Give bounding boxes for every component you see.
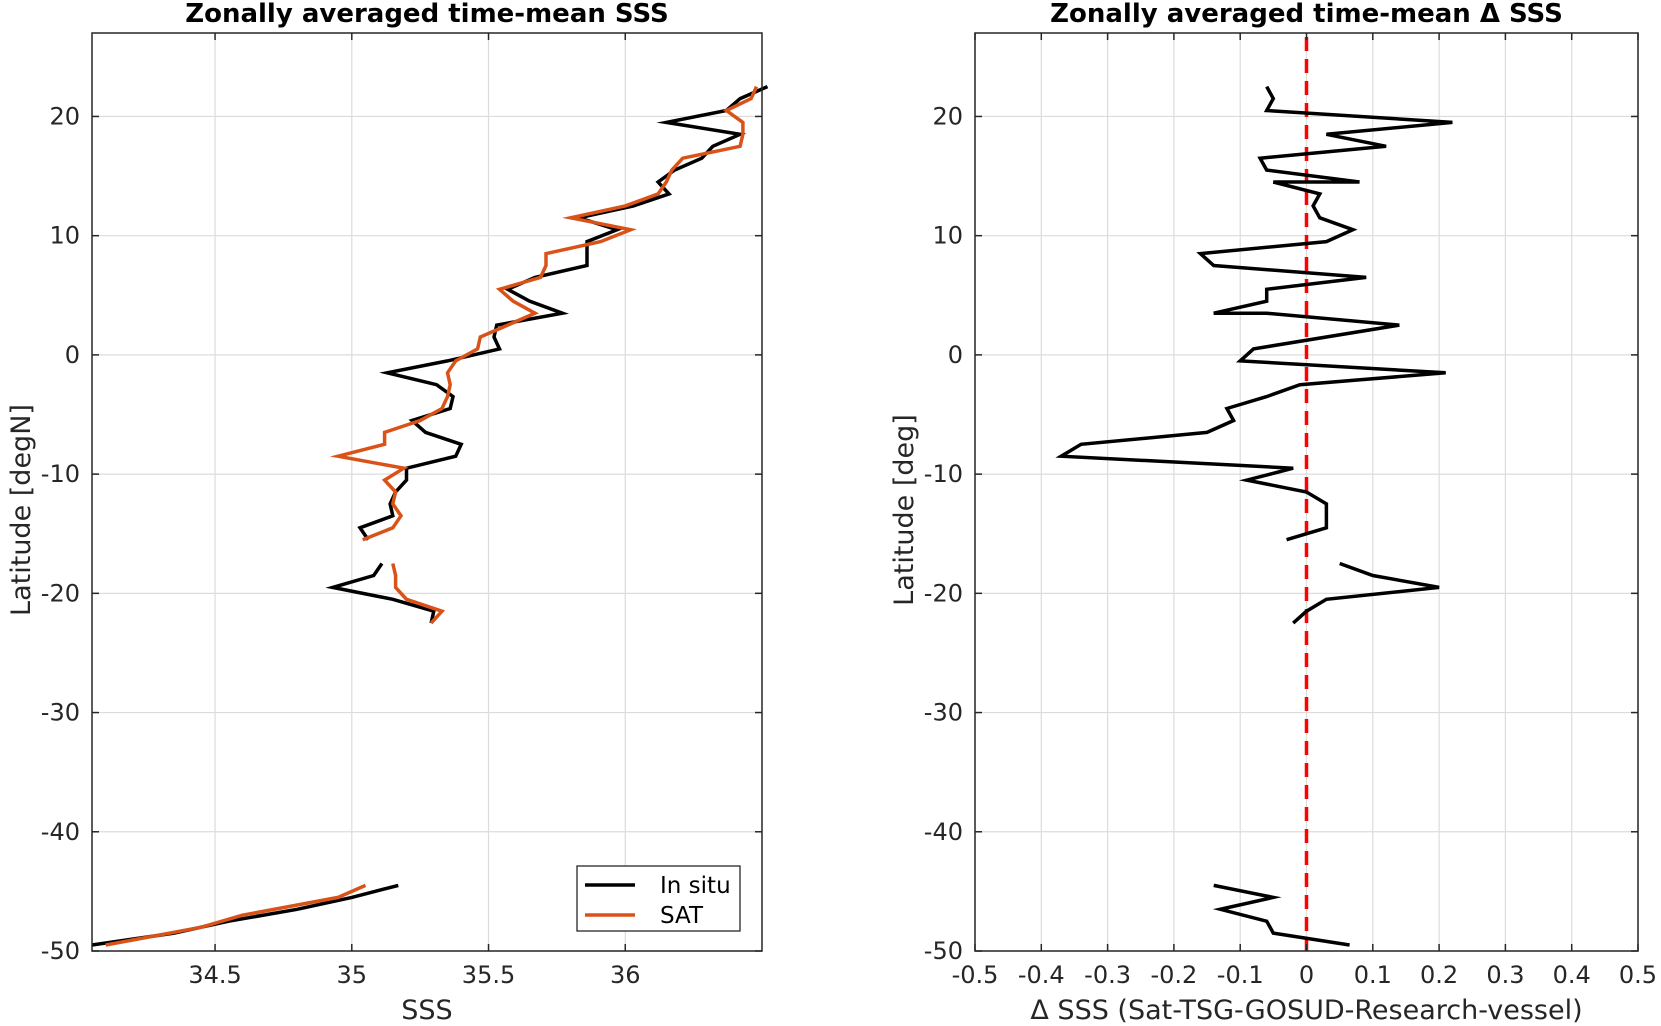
right-ytick-label: 10 xyxy=(932,222,963,250)
right-xtick-label: -0.4 xyxy=(1018,961,1065,989)
right-ytick-label: -30 xyxy=(924,699,963,727)
left-ytick-label: -40 xyxy=(41,818,80,846)
right-x-axis-label: Δ SSS (Sat-TSG-GOSUD-Research-vessel) xyxy=(1030,995,1582,1026)
right-xtick-label: -0.5 xyxy=(952,961,999,989)
left-xtick-label: 34.5 xyxy=(188,961,241,989)
right-ytick-label: -40 xyxy=(924,818,963,846)
right-ytick-label: -50 xyxy=(924,937,963,965)
left-x-axis-label: SSS xyxy=(401,995,452,1026)
right-xtick-label: 0.2 xyxy=(1420,961,1458,989)
left-ytick-label: 0 xyxy=(65,341,80,369)
right-xtick-label: 0.4 xyxy=(1553,961,1591,989)
right-xtick-label: -0.3 xyxy=(1084,961,1131,989)
right-series-0-segment-0 xyxy=(1212,883,1350,947)
legend-label-in-situ: In situ xyxy=(660,873,731,899)
right-xtick-label: -0.2 xyxy=(1150,961,1197,989)
right-xtick-label: -0.1 xyxy=(1217,961,1264,989)
legend-box xyxy=(576,865,741,932)
left-series-1-segment-1 xyxy=(391,563,446,625)
left-ytick-label: -30 xyxy=(41,699,80,727)
right-ytick-label: 0 xyxy=(948,341,963,369)
left-series-1-segment-2 xyxy=(329,85,759,542)
right-series-0-segment-2 xyxy=(1055,85,1453,542)
delta-sss-chart: -0.5 -0.4 -0.3 -0.2 -0.1 0 0.1 0.2 0.3 0.4 0.5 -50 -… xyxy=(889,0,1657,1026)
left-series-1-segment-0 xyxy=(105,883,367,947)
left-series-0-segment-1 xyxy=(325,562,436,624)
right-y-axis-label: Latitude [deg] xyxy=(889,414,920,606)
left-chart-title: Zonally averaged time-mean SSS xyxy=(185,0,669,29)
right-ytick-label: -10 xyxy=(924,460,963,488)
left-ytick-label: -50 xyxy=(41,937,80,965)
right-xtick-label: 0.5 xyxy=(1619,961,1657,989)
right-xtick-label: 0.1 xyxy=(1354,961,1392,989)
left-xtick-label: 35.5 xyxy=(462,961,515,989)
left-ytick-label: -10 xyxy=(41,460,80,488)
left-ytick-label: 10 xyxy=(49,222,80,250)
left-ytick-label: 20 xyxy=(49,102,80,130)
legend: In situ SAT xyxy=(576,865,741,932)
left-plot-frame xyxy=(91,32,763,952)
right-chart-title: Zonally averaged time-mean Δ SSS xyxy=(1050,0,1563,29)
left-xtick-label: 35 xyxy=(337,961,368,989)
right-ytick-label: -20 xyxy=(924,579,963,607)
sss-chart: 34.5 35 35.5 36 -50 -40 -30 -20 -10 0 10 20 Zonally… xyxy=(6,0,769,1026)
left-ytick-label: -20 xyxy=(41,579,80,607)
right-xtick-label: 0.3 xyxy=(1486,961,1524,989)
right-ytick-label: 20 xyxy=(932,102,963,130)
left-xtick-label: 36 xyxy=(610,961,641,989)
left-y-axis-label: Latitude [degN] xyxy=(6,404,37,616)
left-series-0-segment-2 xyxy=(357,84,769,541)
legend-label-sat: SAT xyxy=(660,903,704,929)
right-xtick-label: 0 xyxy=(1299,961,1314,989)
right-series-0-segment-1 xyxy=(1292,561,1440,625)
